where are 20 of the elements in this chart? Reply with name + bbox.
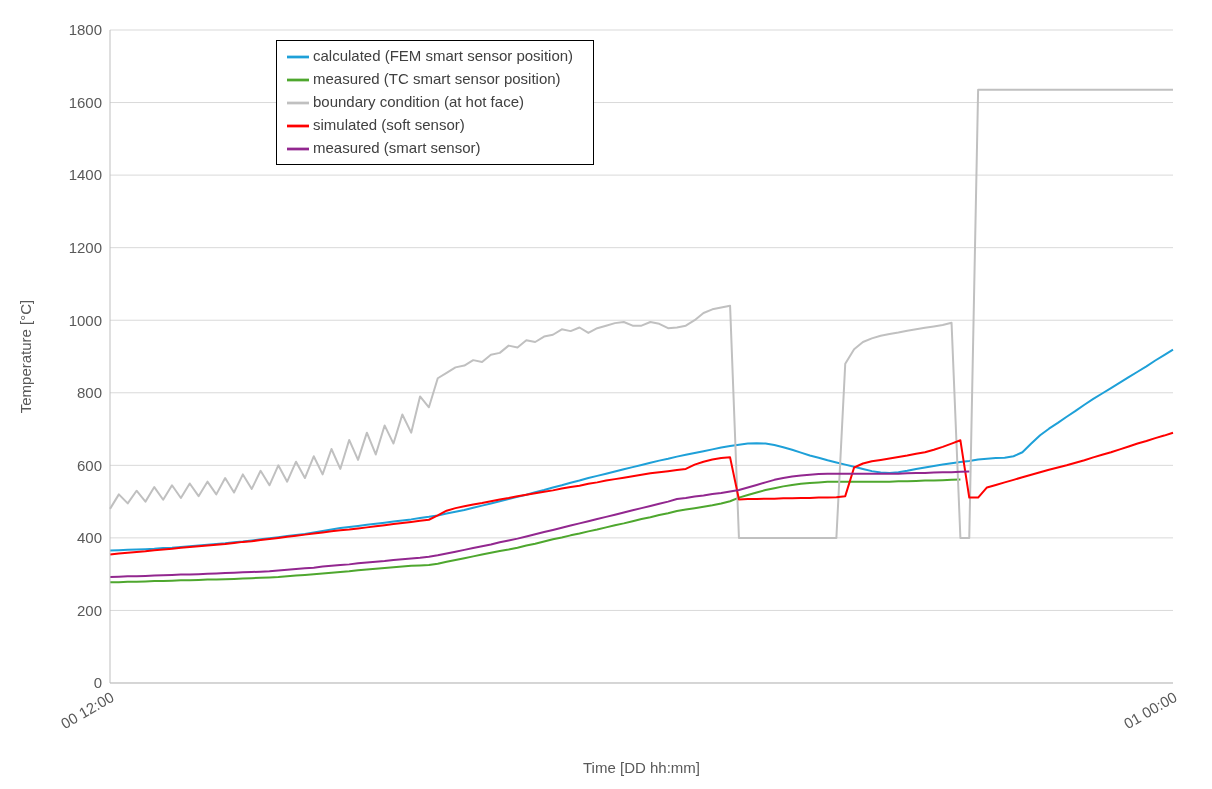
x-tick-label: 01 00:00 (1120, 688, 1180, 733)
y-tick-label: 400 (76, 529, 102, 547)
line-series (109, 431, 1174, 556)
y-tick-label: 200 (76, 601, 102, 619)
legend-label: simulated (soft sensor) (313, 116, 465, 134)
x-axis-title: Time [DD hh:mm] (583, 759, 700, 776)
legend-label: measured (TC smart sensor position) (313, 70, 561, 88)
y-tick-label: 0 (93, 674, 102, 692)
line-series (109, 348, 1174, 552)
legend-label: measured (smart sensor) (313, 139, 481, 157)
y-axis-title: Temperature [°C] (17, 299, 35, 414)
legend-label: boundary condition (at hot face) (313, 93, 524, 111)
y-tick-label: 1200 (68, 238, 102, 256)
y-tick-label: 800 (76, 384, 102, 402)
y-tick-label: 1000 (68, 311, 102, 329)
y-tick-label: 1400 (68, 166, 102, 184)
y-tick-label: 1800 (68, 21, 102, 39)
legend-label: calculated (FEM smart sensor position) (313, 47, 574, 64)
y-tick-label: 600 (76, 456, 102, 474)
y-tick-label: 1600 (68, 93, 102, 111)
